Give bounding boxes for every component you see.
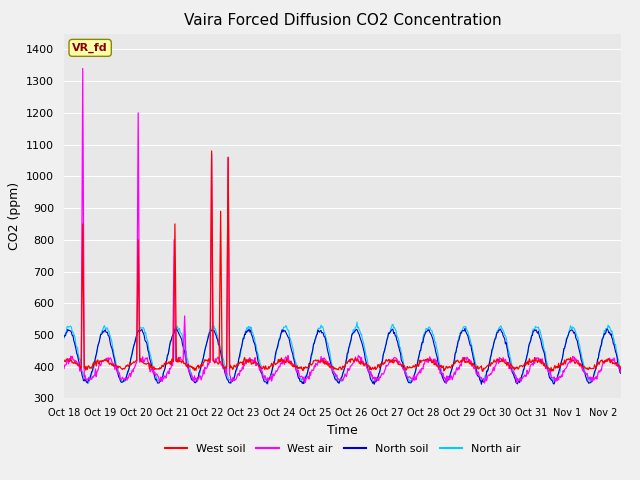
Legend: West soil, West air, North soil, North air: West soil, West air, North soil, North a… xyxy=(160,440,525,458)
Title: Vaira Forced Diffusion CO2 Concentration: Vaira Forced Diffusion CO2 Concentration xyxy=(184,13,501,28)
X-axis label: Time: Time xyxy=(327,424,358,437)
Y-axis label: CO2 (ppm): CO2 (ppm) xyxy=(8,182,20,250)
Text: VR_fd: VR_fd xyxy=(72,43,108,53)
